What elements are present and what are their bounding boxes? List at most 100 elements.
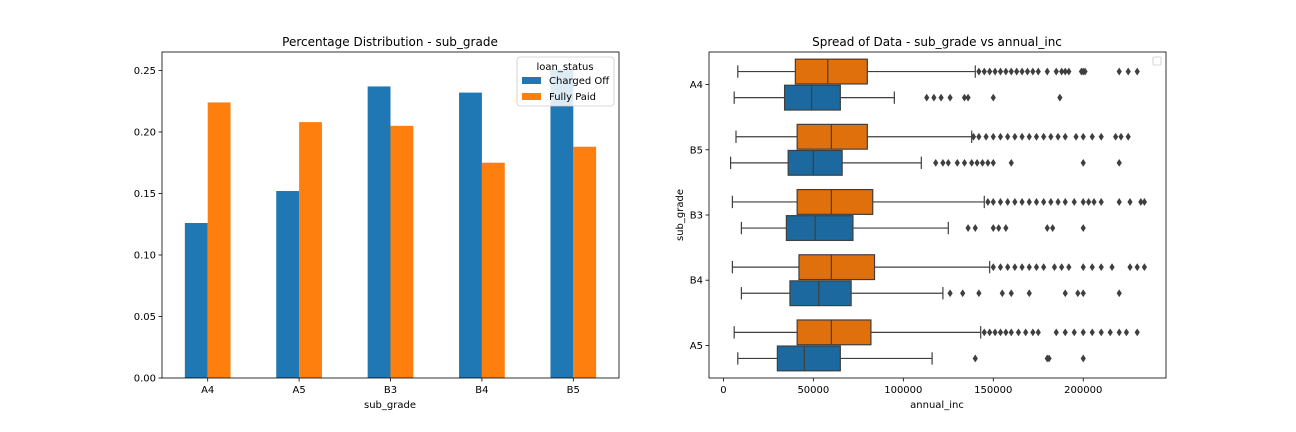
box-iqr	[796, 319, 872, 346]
outlier-point	[1008, 328, 1014, 337]
outlier-point	[1015, 328, 1022, 337]
outlier-point	[924, 93, 930, 102]
box-plot-frame	[708, 51, 1167, 379]
outlier-point	[987, 67, 993, 76]
bar-charged-off-a4	[184, 222, 208, 378]
y-tick-label: 0.00	[134, 374, 156, 385]
outlier-point	[1041, 132, 1047, 141]
outlier-point	[1080, 224, 1086, 232]
box-b3-charged-off	[740, 215, 1086, 242]
outlier-point	[990, 263, 996, 272]
box-plot-title: Spread of Data - sub_grade vs annual_inc	[812, 35, 1062, 49]
outlier-point	[997, 132, 1004, 141]
bar-chart: Percentage Distribution - sub_grade 0.00…	[134, 35, 620, 411]
outlier-point	[1030, 328, 1036, 337]
outlier-point	[1003, 67, 1009, 76]
box-iqr	[787, 149, 843, 176]
box-iqr	[798, 254, 876, 281]
outlier-point	[1026, 289, 1032, 298]
outlier-point	[992, 67, 998, 76]
outlier-point	[990, 224, 996, 232]
outlier-point	[1091, 198, 1097, 206]
bar-chart-frame	[161, 51, 620, 379]
outlier-point	[1116, 289, 1122, 298]
bar-chart-title: Percentage Distribution - sub_grade	[282, 35, 498, 49]
bar-fully-paid-b4	[481, 162, 505, 378]
outlier-point	[1033, 263, 1040, 272]
box-b4-charged-off	[740, 280, 1122, 307]
outlier-point	[1008, 67, 1014, 76]
outlier-point	[976, 289, 982, 298]
outlier-point	[1062, 289, 1068, 298]
legend-swatch-charged-off	[522, 77, 541, 84]
outlier-point	[1033, 132, 1040, 141]
outlier-point	[972, 224, 978, 232]
outlier-point	[1123, 328, 1130, 337]
outlier-point	[1026, 132, 1032, 141]
outlier-point	[1044, 67, 1050, 76]
y-tick-label: 0.25	[134, 66, 156, 77]
outlier-point	[1086, 198, 1092, 206]
outlier-point	[1012, 263, 1018, 272]
outlier-point	[1080, 158, 1086, 167]
x-tick-label: 50000	[797, 385, 829, 396]
outlier-point	[1098, 263, 1104, 272]
x-tick-label: 200000	[1064, 385, 1102, 396]
outlier-point	[997, 198, 1004, 206]
outlier-point	[1030, 67, 1036, 76]
outlier-point	[1005, 263, 1011, 272]
outlier-point	[1023, 328, 1029, 337]
box-a5-charged-off	[737, 345, 1086, 372]
x-tick-label: B5	[567, 385, 580, 396]
outlier-point	[954, 158, 960, 167]
outlier-point	[1059, 263, 1065, 272]
outlier-point	[1008, 158, 1014, 167]
outlier-point	[1127, 263, 1133, 272]
outlier-point	[1014, 67, 1020, 76]
bar-fully-paid-b5	[573, 146, 597, 378]
outlier-point	[970, 132, 977, 141]
outlier-point	[1098, 132, 1104, 141]
outlier-point	[1055, 198, 1061, 206]
bar-chart-marks	[184, 69, 597, 379]
bar-charged-off-b5	[550, 69, 574, 378]
box-plot-x-ticks: 0 50000 100000 150000 200000	[720, 378, 1102, 396]
outlier-point	[985, 198, 991, 206]
outlier-point	[1019, 132, 1025, 141]
outlier-point	[940, 158, 946, 167]
outlier-point	[945, 158, 951, 167]
box-iqr	[789, 280, 852, 307]
outlier-point	[969, 158, 975, 167]
box-plot-y-ticks: A4 B5 B3 B4 A5	[690, 80, 709, 352]
box-plot-x-axis-label: annual_inc	[910, 400, 964, 411]
outlier-point	[1075, 289, 1081, 298]
outlier-point	[1113, 132, 1119, 141]
outlier-point	[961, 158, 968, 167]
outlier-point	[976, 67, 982, 76]
bar-fully-paid-a5	[299, 122, 322, 378]
outlier-point	[997, 67, 1004, 76]
outlier-point	[997, 263, 1004, 272]
outlier-point	[1134, 263, 1140, 272]
box-b5-charged-off	[729, 149, 1122, 176]
x-tick-label: 150000	[974, 385, 1012, 396]
y-tick-label: B3	[690, 211, 703, 222]
outlier-point	[1089, 132, 1095, 141]
box-b5-fully-paid	[735, 123, 1131, 150]
outlier-point	[1080, 198, 1086, 206]
box-a5-fully-paid	[733, 319, 1140, 346]
outlier-point	[1024, 67, 1031, 76]
legend-label-fully-paid: Fully Paid	[549, 92, 596, 103]
outlier-point	[1066, 263, 1072, 272]
outlier-point	[1116, 67, 1122, 76]
outlier-point	[1080, 354, 1086, 363]
outlier-point	[1062, 328, 1068, 337]
x-tick-label: 100000	[884, 385, 922, 396]
outlier-point	[979, 158, 986, 167]
x-tick-label: B4	[475, 385, 488, 396]
x-tick-label: A4	[201, 385, 214, 396]
outlier-point	[983, 132, 989, 141]
outlier-point	[1003, 224, 1009, 232]
outlier-point	[961, 93, 968, 102]
outlier-point	[1062, 198, 1068, 206]
